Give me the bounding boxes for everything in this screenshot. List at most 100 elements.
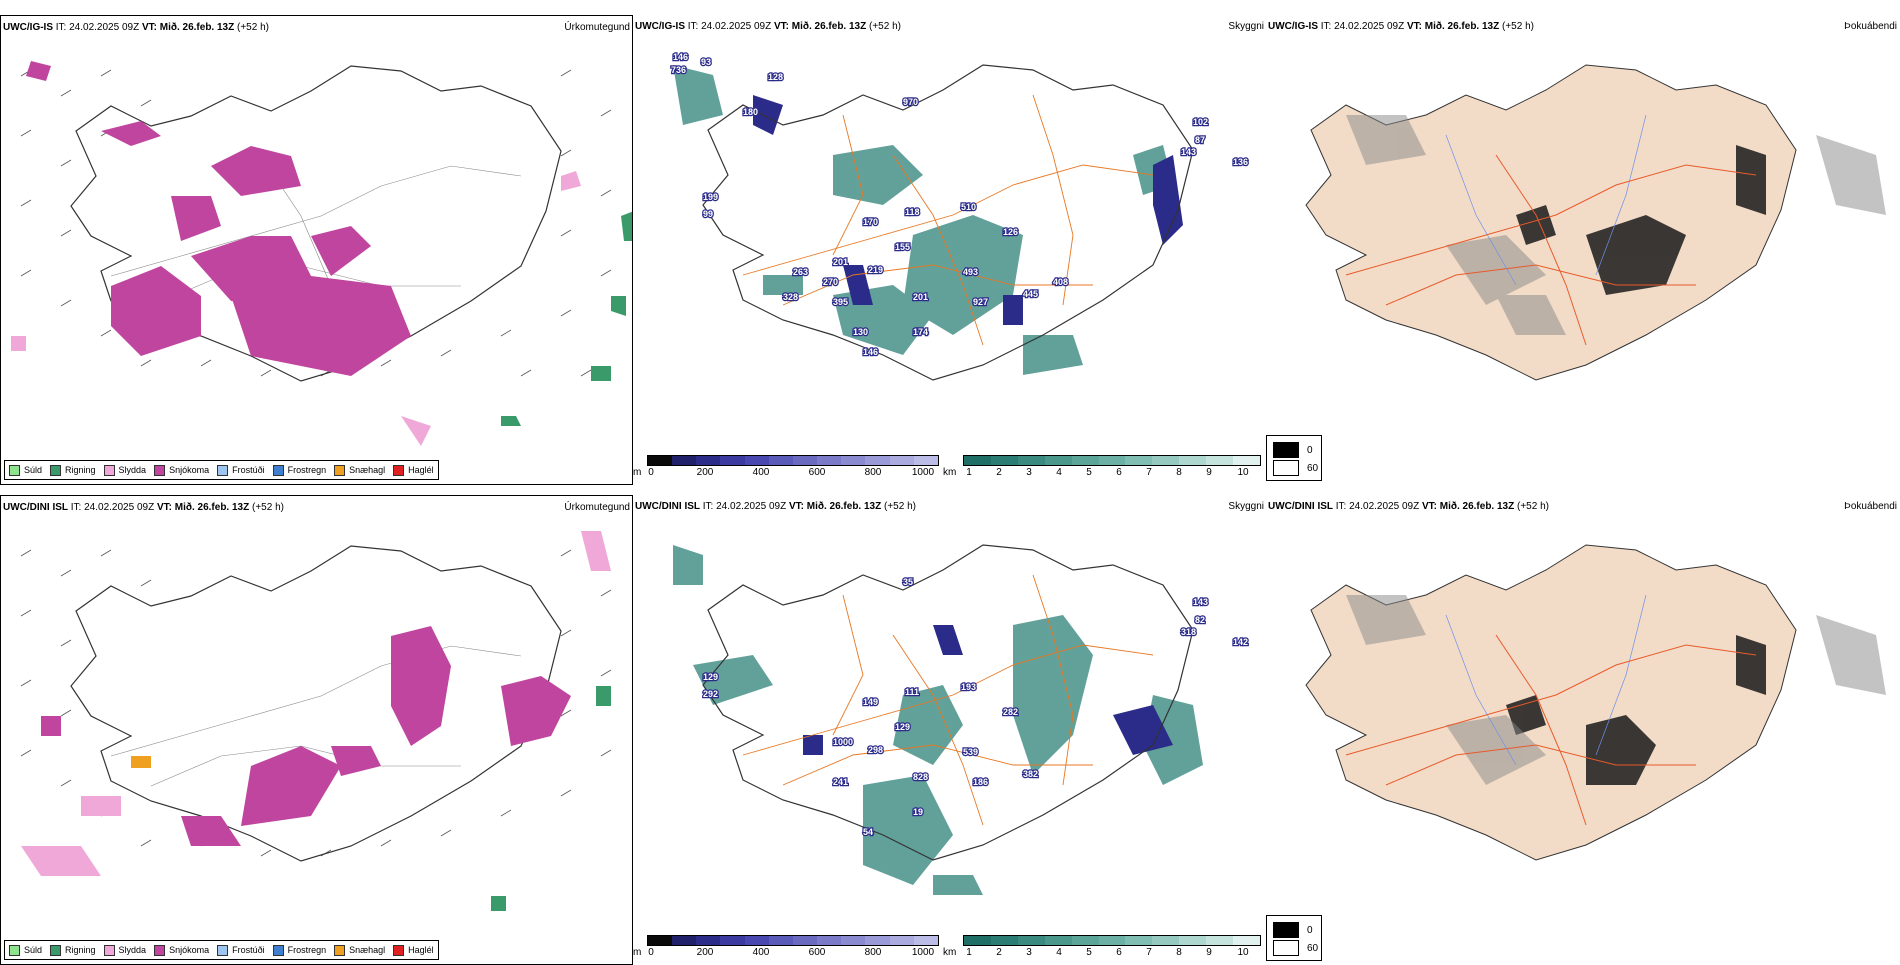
colorbar-segment — [990, 456, 1018, 465]
legend-label: Frostregn — [287, 465, 327, 475]
colorbar-tick: 1000 — [911, 947, 935, 958]
colorbar-segment — [913, 936, 938, 945]
colorbar-tick: 4 — [1056, 467, 1062, 478]
vt-label: VT: — [788, 501, 804, 512]
legend-swatch — [334, 464, 346, 476]
panel-cloud-bottom: UWC/DINI ISL IT: 24.02.2025 09Z VT: Mið.… — [633, 495, 1266, 965]
cloudbase-label: 970 — [903, 97, 918, 107]
model-name: UWC/IG-IS — [635, 21, 685, 32]
legend-swatch — [217, 464, 229, 476]
colorbar-tick: 2 — [996, 467, 1002, 478]
panel-header: UWC/IG-IS IT: 24.02.2025 09Z VT: Mið. 26… — [1268, 21, 1534, 32]
legend-item: Snjókoma — [154, 464, 209, 476]
cloudbase-label: 102 — [1193, 117, 1208, 127]
cloudbase-label: 270 — [823, 277, 838, 287]
iceland-outline — [702, 64, 1194, 381]
legend-label: Rigning — [65, 945, 96, 955]
colorbar-unit: km — [943, 947, 957, 958]
fog-value: 60 — [1307, 942, 1319, 954]
panel-fog-top: UWC/IG-IS IT: 24.02.2025 09Z VT: Mið. 26… — [1266, 15, 1899, 485]
legend-label: Súld — [24, 465, 43, 475]
cloudbase-label: 219 — [868, 265, 883, 275]
colorbar-segment — [1125, 936, 1153, 945]
cloudbase-label: 510 — [961, 202, 976, 212]
colorbar-segment — [792, 456, 818, 465]
it-label: IT: — [1335, 501, 1347, 512]
legend-label: Frostúði — [232, 945, 265, 955]
colorbar-segment — [720, 936, 745, 945]
colorbar-segment — [1017, 456, 1045, 465]
legend-swatch — [272, 944, 284, 956]
legend-swatch — [9, 464, 20, 476]
colorbar-segment — [889, 936, 914, 945]
cloudbase-label: 445 — [1023, 289, 1038, 299]
cloudbase-label: 130 — [853, 327, 868, 337]
legend-item: Frostregn — [272, 464, 327, 476]
cloudbase-colorbar: m 0 200 400 600 800 1000 — [633, 455, 939, 481]
colorbar-segment — [865, 456, 890, 465]
rivers — [1445, 594, 1647, 766]
legend-swatch — [154, 464, 166, 476]
colorbar-segment — [1125, 456, 1153, 465]
cloudbase-label: 241 — [833, 777, 848, 787]
colorbar-segment — [696, 936, 721, 945]
cloudbase-label: 395 — [833, 297, 848, 307]
cloudbase-label: 170 — [863, 217, 878, 227]
colorbar-tick: 600 — [808, 947, 826, 958]
colorbar-segment — [964, 456, 991, 465]
legend-item: Rigning — [50, 944, 96, 956]
it-label: IT: — [55, 22, 67, 33]
cloudbase-colorbar: m 0 200 400 600 800 1000 — [633, 935, 939, 961]
colorbar-segment — [1044, 456, 1072, 465]
fog-legend-row: 60 — [1273, 940, 1318, 956]
panel-title: Skyggni — [1228, 501, 1264, 512]
visibility-colorbar: km 1 2 3 4 5 6 7 8 9 10 — [943, 455, 1263, 481]
sleet-areas — [21, 531, 611, 876]
fog-legend-row: 0 — [1273, 442, 1313, 458]
cloudbase-label: 111 — [905, 687, 919, 697]
colorbar-tick: 6 — [1116, 467, 1122, 478]
cloudbase-label: 82 — [1195, 615, 1205, 625]
colorbar-tick: 5 — [1086, 947, 1092, 958]
panel-header: UWC/DINI ISL IT: 24.02.2025 09Z VT: Mið.… — [3, 502, 284, 513]
colorbar-tick: 5 — [1086, 467, 1092, 478]
colorbar-tick: 8 — [1176, 947, 1182, 958]
vt-value: Mið. 26.feb. 13Z — [159, 22, 235, 33]
cloudbase-label: 328 — [783, 292, 798, 302]
panel-title: Þokuábendi — [1844, 21, 1897, 32]
panel-header: UWC/DINI ISL IT: 24.02.2025 09Z VT: Mið.… — [635, 501, 916, 512]
legend-label: Frostregn — [287, 945, 327, 955]
legend-item: Frostregn — [272, 944, 327, 956]
cloudbase-label: 186 — [973, 777, 988, 787]
fog-legend: 0 60 — [1266, 435, 1322, 481]
cloudbase-label: 282 — [1003, 707, 1018, 717]
it-label: IT: — [702, 501, 714, 512]
colorbar-tick: 1 — [966, 467, 972, 478]
precip-map-top — [11, 61, 632, 446]
cloudbase-label: 493 — [963, 267, 978, 277]
visibility-areas — [673, 545, 1203, 895]
vt-label: VT: — [156, 502, 172, 513]
legend-swatch — [217, 944, 229, 956]
precip-legend: Súld Rigning Slydda Snjókoma Frostúði Fr… — [4, 940, 439, 960]
colorbar-segment — [696, 456, 721, 465]
panel-header: UWC/IG-IS IT: 24.02.2025 09Z VT: Mið. 26… — [3, 22, 269, 33]
lead-time: (+52 h) — [1502, 21, 1534, 32]
colorbar-segment — [648, 936, 673, 945]
colorbar-segment — [1152, 936, 1180, 945]
vt-label: VT: — [141, 22, 157, 33]
cloudbase-label: 408 — [1053, 277, 1068, 287]
fog-map-top — [1305, 64, 1886, 381]
colorbar-segment — [744, 456, 769, 465]
colorbar-strip — [963, 455, 1261, 466]
cloudbase-label: 201 — [913, 292, 928, 302]
colorbar-segment — [1044, 936, 1072, 945]
colorbar-tick: 800 — [864, 947, 882, 958]
legend-swatch — [272, 464, 284, 476]
colorbar-segment — [1017, 936, 1045, 945]
colorbar-unit: km — [943, 467, 957, 478]
it-value: 24.02.2025 09Z — [1349, 501, 1420, 512]
legend-item: Súld — [9, 944, 42, 956]
snow-areas — [41, 626, 571, 846]
panel-fog-bottom: UWC/DINI ISL IT: 24.02.2025 09Z VT: Mið.… — [1266, 495, 1899, 965]
